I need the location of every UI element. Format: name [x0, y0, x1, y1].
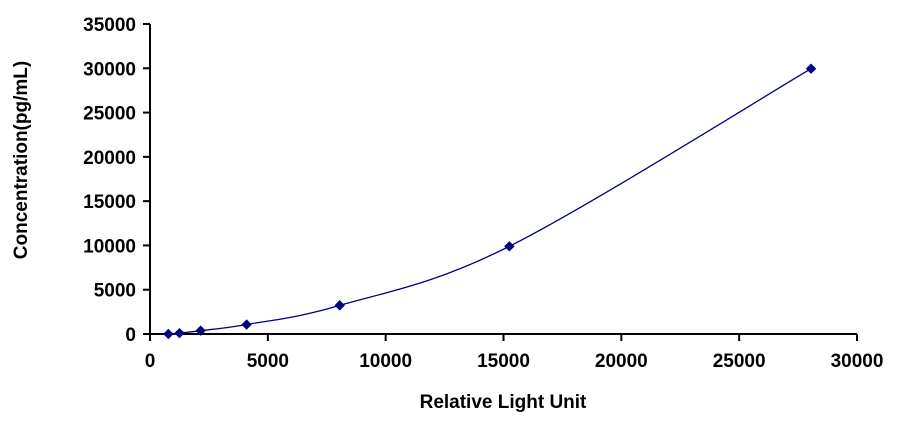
data-point-marker [805, 63, 817, 74]
data-point-marker [334, 300, 345, 311]
y-tick-label: 25000 [83, 104, 136, 125]
y-tick-label: 10000 [83, 236, 136, 257]
data-point-marker [504, 241, 515, 252]
axes [149, 24, 857, 335]
y-ticks: 0 5000 10000 15000 20000 25000 30000 35000 [83, 15, 150, 346]
x-tick-label: 15000 [477, 351, 530, 372]
data-point-marker [163, 328, 174, 340]
series-layer [163, 63, 817, 340]
x-axis-title: Relative Light Unit [420, 392, 587, 413]
x-tick-label: 25000 [713, 351, 766, 372]
x-tick-label: 20000 [595, 351, 648, 372]
y-tick-label: 5000 [94, 281, 136, 302]
y-tick-label: 30000 [83, 59, 136, 80]
y-axis-title: Concentration(pg/mL) [11, 61, 32, 259]
x-ticks: 0 5000 10000 15000 20000 25000 30000 [145, 334, 884, 372]
series-curve [168, 68, 812, 335]
y-tick-label: 15000 [83, 192, 136, 213]
x-tick-label: 30000 [831, 351, 884, 372]
y-tick-label: 0 [125, 325, 136, 346]
x-tick-label: 5000 [247, 351, 289, 372]
x-tick-label: 10000 [359, 351, 412, 372]
data-point-marker [174, 327, 185, 339]
y-tick-label: 35000 [83, 15, 136, 36]
data-point-marker [241, 319, 252, 330]
x-tick-label: 0 [145, 351, 156, 372]
data-point-marker [195, 325, 206, 336]
y-tick-label: 20000 [83, 148, 136, 169]
